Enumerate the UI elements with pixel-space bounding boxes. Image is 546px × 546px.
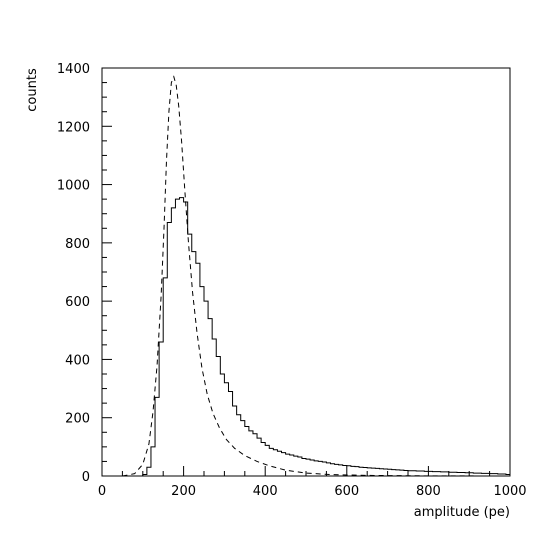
plot-frame [101, 67, 511, 477]
x-tick-label: 600 [334, 484, 359, 499]
y-tick-label: 1000 [57, 179, 90, 194]
y-tick-label: 1400 [57, 62, 90, 77]
x-axis-label: amplitude (pe) [414, 505, 510, 520]
tick-labels: 0 200 400 600 800 1000 0 200 400 600 800 1000 1200 14… [57, 62, 527, 499]
axis-ticks [101, 67, 511, 477]
x-tick-label: 200 [171, 484, 196, 499]
histogram-series [134, 197, 511, 477]
y-tick-label: 400 [65, 353, 90, 368]
series-layer [122, 75, 511, 477]
x-tick-label: 0 [98, 484, 106, 499]
y-tick-label: 1200 [57, 120, 90, 135]
y-tick-label: 200 [65, 412, 90, 427]
x-tick-label: 400 [253, 484, 278, 499]
y-tick-label: 800 [65, 237, 90, 252]
dashed-curve-series [122, 75, 511, 477]
y-axis-label: counts [25, 68, 40, 112]
x-tick-label: 800 [416, 484, 441, 499]
y-tick-label: 0 [82, 470, 90, 485]
y-tick-label: 600 [65, 295, 90, 310]
x-tick-label: 1000 [493, 484, 526, 499]
